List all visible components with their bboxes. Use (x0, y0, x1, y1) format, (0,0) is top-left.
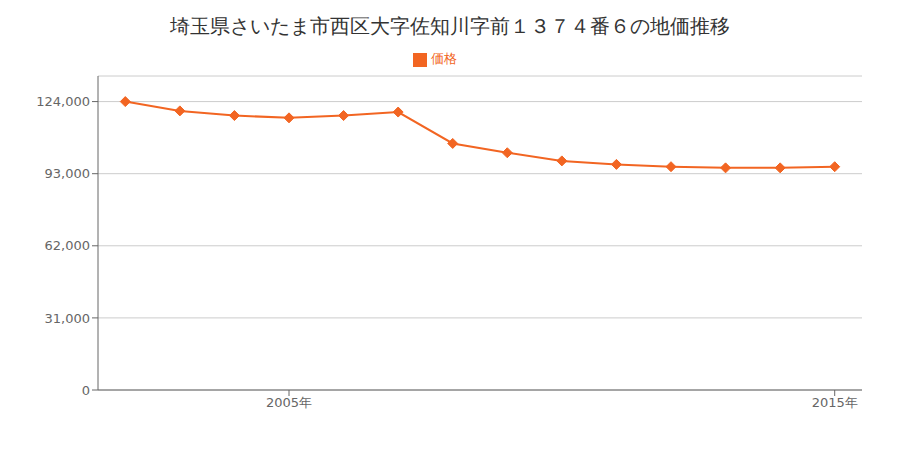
svg-text:124,000: 124,000 (36, 94, 90, 109)
svg-text:2005年: 2005年 (266, 395, 312, 410)
svg-text:31,000: 31,000 (45, 311, 91, 326)
svg-text:62,000: 62,000 (45, 238, 91, 253)
html-text:埼玉県さいたま市西区大字佐知川字前１３７４番６の地価推移: 埼玉県さいたま市西区大字佐知川字前１３７４番６の地価推移 (170, 14, 730, 38)
svg-text:93,000: 93,000 (45, 166, 91, 181)
html-text:価格: 価格 (431, 51, 457, 66)
svg-text:0: 0 (82, 383, 90, 398)
svg-text:2015年: 2015年 (812, 395, 858, 410)
